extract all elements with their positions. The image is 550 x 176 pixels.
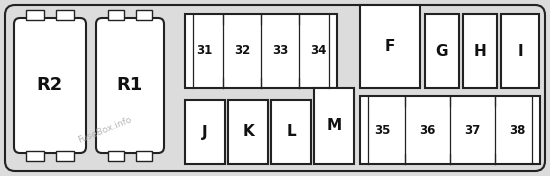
Text: 37: 37 <box>464 124 481 137</box>
Text: 32: 32 <box>234 45 250 58</box>
Text: G: G <box>436 43 448 58</box>
Bar <box>136 10 152 20</box>
Bar <box>136 151 152 161</box>
Bar <box>501 14 539 88</box>
Text: FuseBox.info: FuseBox.info <box>76 115 133 145</box>
Bar <box>314 88 354 164</box>
Text: 34: 34 <box>310 45 326 58</box>
Bar <box>228 100 268 164</box>
Text: M: M <box>327 118 342 134</box>
Bar <box>360 5 420 88</box>
Text: 31: 31 <box>196 45 212 58</box>
Bar <box>56 10 74 20</box>
Text: R2: R2 <box>37 77 63 95</box>
Text: F: F <box>385 39 395 54</box>
Bar <box>56 151 74 161</box>
Bar <box>26 10 44 20</box>
Bar <box>271 100 311 164</box>
Bar <box>108 10 124 20</box>
Text: K: K <box>242 124 254 140</box>
Bar <box>463 14 497 88</box>
FancyBboxPatch shape <box>96 18 164 153</box>
Bar <box>425 14 459 88</box>
Text: 33: 33 <box>272 45 288 58</box>
Text: 35: 35 <box>375 124 390 137</box>
Bar <box>360 96 540 164</box>
Bar <box>108 151 124 161</box>
Text: I: I <box>517 43 523 58</box>
Text: H: H <box>474 43 486 58</box>
FancyBboxPatch shape <box>5 5 545 171</box>
Text: J: J <box>202 124 208 140</box>
Bar <box>185 14 337 88</box>
Bar <box>185 100 225 164</box>
Text: L: L <box>286 124 296 140</box>
Text: 36: 36 <box>419 124 436 137</box>
FancyBboxPatch shape <box>14 18 86 153</box>
Text: 38: 38 <box>509 124 526 137</box>
Text: R1: R1 <box>117 77 143 95</box>
Bar <box>26 151 44 161</box>
